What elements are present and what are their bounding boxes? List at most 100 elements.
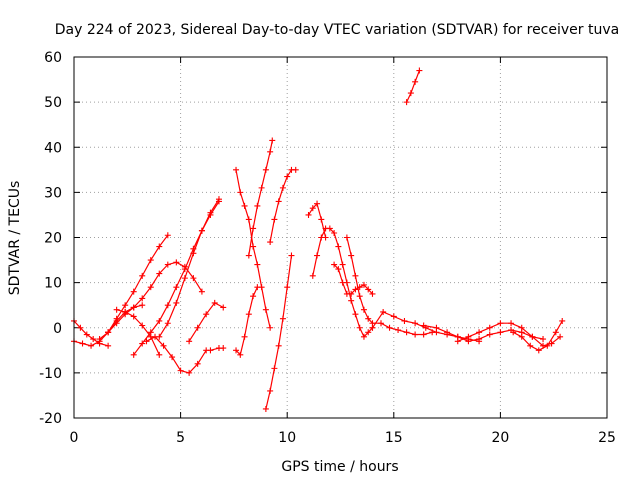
data-point bbox=[198, 227, 205, 234]
data-point bbox=[207, 347, 214, 354]
data-series bbox=[71, 67, 566, 412]
data-point bbox=[510, 329, 517, 336]
data-point bbox=[169, 354, 176, 361]
y-tick-label: 40 bbox=[44, 140, 62, 156]
data-point bbox=[360, 306, 367, 313]
data-point bbox=[83, 331, 90, 338]
data-point bbox=[156, 333, 163, 340]
data-point bbox=[90, 336, 97, 343]
series-arc-5 bbox=[113, 306, 163, 358]
data-point bbox=[544, 342, 551, 349]
data-point bbox=[130, 288, 137, 295]
data-point bbox=[420, 331, 427, 338]
x-tick-label: 0 bbox=[70, 430, 79, 446]
data-point bbox=[527, 342, 534, 349]
data-point bbox=[540, 336, 547, 343]
data-point bbox=[262, 306, 269, 313]
data-point bbox=[309, 205, 316, 212]
data-point bbox=[497, 329, 504, 336]
data-point bbox=[318, 234, 325, 241]
data-point bbox=[416, 67, 423, 74]
data-point bbox=[156, 351, 163, 358]
data-point bbox=[156, 270, 163, 277]
data-point bbox=[258, 184, 265, 191]
plot-frame bbox=[73, 56, 608, 419]
data-point bbox=[258, 284, 265, 291]
data-point bbox=[339, 261, 346, 268]
series-line bbox=[146, 336, 207, 374]
data-point bbox=[356, 324, 363, 331]
series-line bbox=[406, 70, 420, 103]
data-point bbox=[113, 315, 120, 322]
data-point bbox=[518, 333, 525, 340]
data-point bbox=[412, 331, 419, 338]
data-point bbox=[557, 333, 564, 340]
x-tick-label: 5 bbox=[176, 430, 185, 446]
data-point bbox=[267, 324, 274, 331]
series-arc-13 bbox=[245, 137, 276, 259]
data-point bbox=[267, 239, 274, 246]
data-point bbox=[343, 234, 350, 241]
data-point bbox=[279, 315, 286, 322]
data-point bbox=[245, 311, 252, 318]
data-point bbox=[233, 347, 240, 354]
gridlines bbox=[74, 57, 607, 418]
y-tick-labels: -20 -10 0 10 20 30 40 50 60 bbox=[39, 50, 62, 427]
series-arc-8 bbox=[156, 196, 222, 340]
data-point bbox=[139, 272, 146, 279]
series-line bbox=[307, 202, 327, 238]
data-point bbox=[194, 324, 201, 331]
data-point bbox=[444, 329, 451, 336]
data-point bbox=[194, 360, 201, 367]
x-tick-labels: 0 5 10 15 20 25 bbox=[70, 430, 616, 446]
data-point bbox=[309, 272, 316, 279]
data-point bbox=[352, 311, 359, 318]
data-point bbox=[314, 200, 321, 207]
series-line bbox=[423, 324, 544, 342]
data-point bbox=[403, 329, 410, 336]
data-point bbox=[369, 324, 376, 331]
data-point bbox=[147, 329, 154, 336]
data-point bbox=[245, 216, 252, 223]
data-point bbox=[529, 333, 536, 340]
data-point bbox=[288, 252, 295, 259]
data-point bbox=[412, 320, 419, 327]
data-point bbox=[156, 317, 163, 324]
data-point bbox=[254, 261, 261, 268]
series-arc-18 bbox=[331, 261, 376, 297]
data-point bbox=[314, 252, 321, 259]
data-point bbox=[348, 252, 355, 259]
data-point bbox=[186, 338, 193, 345]
x-tick-label: 10 bbox=[278, 430, 296, 446]
data-point bbox=[279, 184, 286, 191]
series-line bbox=[457, 322, 561, 347]
data-point bbox=[262, 405, 269, 412]
series-arc-7 bbox=[143, 333, 210, 376]
y-tick-label: -20 bbox=[39, 411, 62, 427]
data-point bbox=[356, 293, 363, 300]
data-point bbox=[241, 333, 248, 340]
data-point bbox=[262, 166, 269, 173]
data-point bbox=[130, 313, 137, 320]
data-point bbox=[335, 243, 342, 250]
data-point bbox=[96, 336, 103, 343]
data-point bbox=[360, 333, 367, 340]
series-arc-9 bbox=[186, 299, 227, 345]
y-tick-label: 0 bbox=[53, 321, 62, 337]
data-point bbox=[198, 288, 205, 295]
data-point bbox=[403, 99, 410, 106]
data-point bbox=[378, 320, 385, 327]
data-point bbox=[250, 243, 257, 250]
data-point bbox=[401, 317, 408, 324]
y-tick-label: 50 bbox=[44, 95, 62, 111]
data-point bbox=[186, 369, 193, 376]
data-point bbox=[190, 250, 197, 257]
data-point bbox=[395, 327, 402, 334]
data-point bbox=[552, 329, 559, 336]
data-point bbox=[77, 324, 84, 331]
data-point bbox=[559, 317, 566, 324]
data-point bbox=[348, 290, 355, 297]
data-point bbox=[164, 261, 171, 268]
series-arc-6 bbox=[130, 198, 222, 358]
